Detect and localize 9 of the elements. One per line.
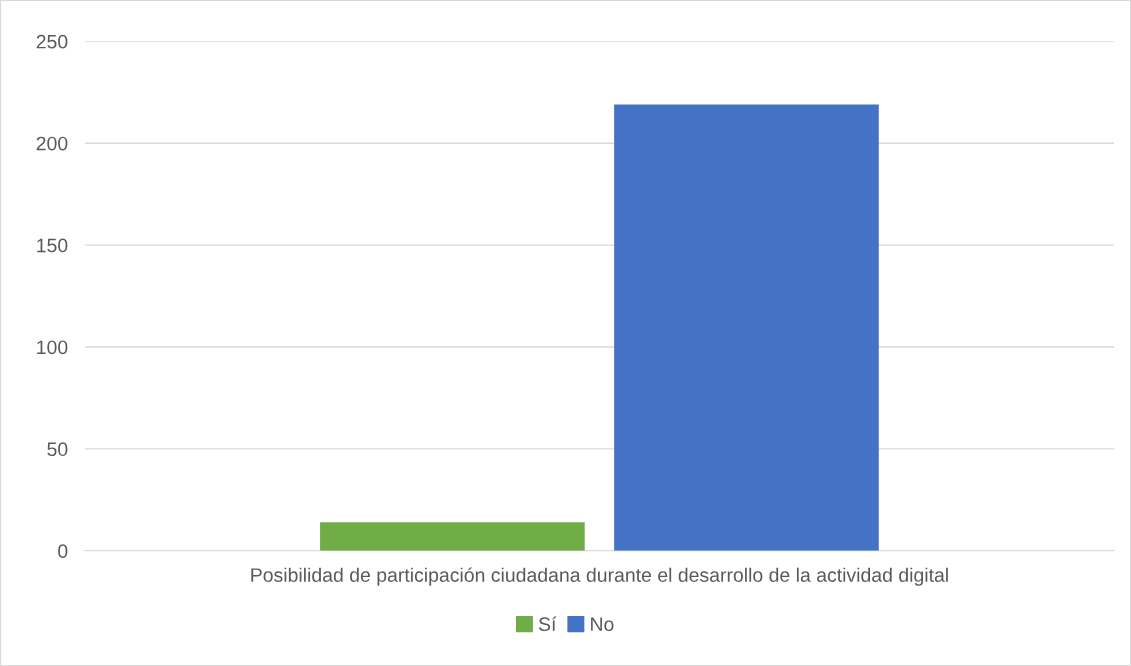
- y-tick-label: 250: [36, 34, 68, 49]
- y-tick-label: 50: [47, 442, 68, 457]
- y-tick-label: 100: [37, 340, 68, 355]
- y-tick-label: 150: [37, 238, 68, 253]
- y-tick-label: 0: [58, 544, 68, 559]
- x-tick-label: Posibilidad de participación ciudadana durante el desarrollo de la actividad digital: [251, 567, 948, 586]
- legend-label: No: [591, 617, 614, 632]
- y-tick-label: 200: [36, 136, 68, 151]
- legend-label: Sí: [538, 616, 557, 632]
